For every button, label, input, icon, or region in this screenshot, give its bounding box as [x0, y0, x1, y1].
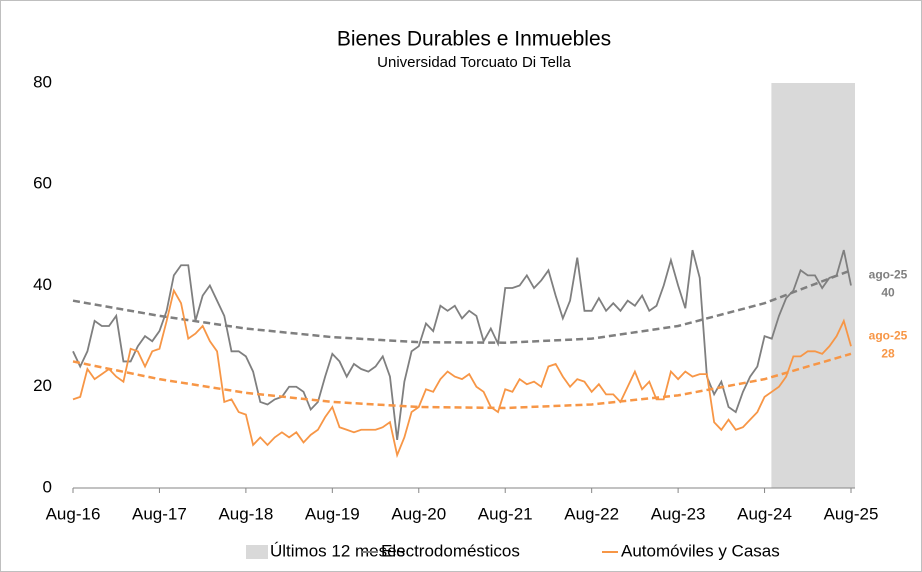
y-tick-label: 80 — [33, 72, 52, 91]
annotation-label: ago-25 — [869, 328, 908, 342]
legend-label: Automóviles y Casas — [621, 541, 780, 560]
annotation-value: 40 — [881, 286, 895, 300]
chart-title: Bienes Durables e Inmuebles — [337, 28, 611, 51]
trend-line — [72, 352, 852, 410]
x-tick-label: Aug-17 — [132, 504, 187, 523]
x-tick-label: Aug-20 — [391, 504, 446, 523]
y-tick-label: 40 — [33, 275, 52, 294]
x-tick-label: Aug-19 — [305, 504, 360, 523]
x-tick-label: Aug-18 — [218, 504, 273, 523]
x-tick-label: Aug-22 — [564, 504, 619, 523]
x-tick-label: Aug-21 — [478, 504, 533, 523]
y-tick-label: 20 — [33, 376, 52, 395]
annotation-value: 28 — [881, 346, 895, 360]
series-line — [72, 288, 852, 459]
x-tick-label: Aug-24 — [737, 504, 792, 523]
annotation-label: ago-25 — [869, 268, 908, 282]
legend-label: Últimos 12 meses — [270, 541, 405, 560]
legend-swatch — [246, 545, 268, 559]
y-tick-label: 0 — [43, 477, 52, 496]
chart-subtitle: Universidad Torcuato Di Tella — [377, 54, 571, 71]
trend-line — [72, 269, 852, 344]
x-tick-label: Aug-16 — [46, 504, 101, 523]
x-tick-label: Aug-25 — [824, 504, 879, 523]
x-tick-label: Aug-23 — [651, 504, 706, 523]
series-line — [72, 249, 852, 441]
legend-label: Electrodomésticos — [381, 541, 520, 560]
y-tick-label: 60 — [33, 174, 52, 193]
